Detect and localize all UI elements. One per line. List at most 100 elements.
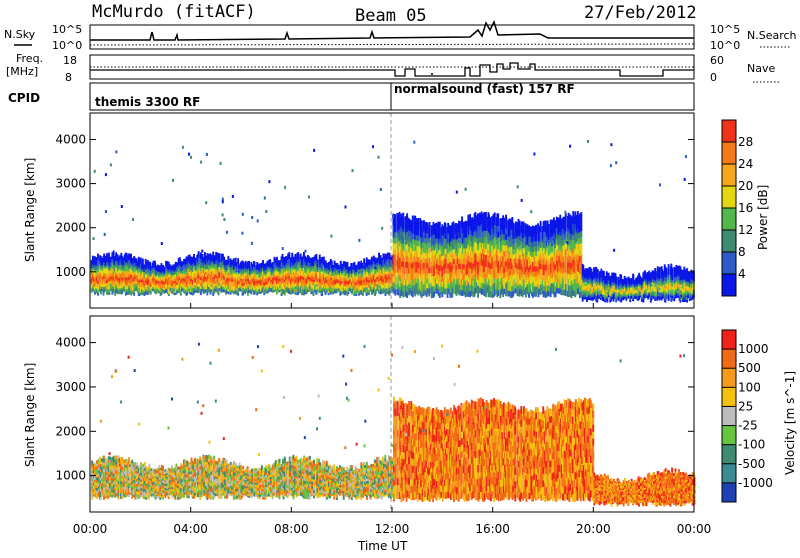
data-cell [154,263,156,266]
data-cell [450,277,452,283]
data-cell [140,258,142,261]
data-cell [447,258,449,264]
data-cell [494,260,496,267]
data-cell [421,243,423,249]
data-cell [447,268,449,274]
data-cell [145,259,147,262]
data-cell [485,266,487,273]
data-cell [447,233,449,239]
data-cell [193,254,195,258]
data-cell [402,267,404,274]
data-cell [490,280,492,287]
data-cell [461,217,463,223]
data-cell [394,283,396,290]
data-cell [421,232,423,238]
data-cell [433,286,435,292]
data-cell [309,258,311,261]
data-cell [421,259,423,265]
data-cell [256,262,258,265]
data-cell [238,264,240,267]
data-cell [459,269,461,275]
data-cell [340,261,342,264]
data-cell [459,253,461,259]
data-cell [421,270,423,276]
data-cell [453,263,455,269]
data-cell [459,227,461,233]
data-cell [477,237,479,244]
data-cell [161,263,163,266]
data-cell [326,263,328,266]
data-cell [490,274,492,281]
data-cell [142,259,144,262]
noise-panel: N.Sky 10^5 10^0 10^5 10^0 N.Search [4,22,797,52]
data-cell [168,262,170,265]
data-cell [459,258,461,264]
data-cell [412,273,414,280]
data-cell [453,268,455,274]
data-cell [426,222,428,228]
data-cell [417,262,419,268]
data-cell [477,255,479,262]
freq-left-tick-top: 18 [63,54,77,67]
data-cell [108,253,110,257]
data-cell [429,232,431,238]
data-cell [227,256,229,259]
data-cell [245,261,247,264]
data-cell [433,239,435,245]
data-cell [394,272,396,279]
data-cell [439,227,441,233]
data-cell [429,273,431,279]
data-cell [394,243,396,250]
data-cell [439,265,441,271]
data-cell [421,275,423,281]
data-cell [439,292,441,298]
data-cell [423,257,425,263]
data-cell [235,258,237,261]
data-cell [450,256,452,262]
data-cell [202,254,204,257]
noise-right-tick-top: 10^5 [710,23,740,36]
data-cell [402,213,404,220]
freq-label-line2: [MHz] [6,65,38,78]
data-cell [485,248,487,255]
data-cell [490,234,492,241]
data-cell [485,260,487,267]
data-cell [145,262,147,265]
data-cell [445,273,447,279]
data-cell [423,283,425,289]
data-cell [429,268,431,274]
data-cell [120,253,122,257]
data-cell [477,225,479,232]
data-cell [222,254,224,258]
data-cell [426,263,428,269]
data-cell [274,257,276,260]
data-cell [402,261,404,268]
data-cell [426,258,428,264]
data-cell [394,289,396,296]
freq-left-tick-bottom: 8 [65,71,72,84]
data-cell [383,253,385,257]
data-cell [494,224,496,231]
data-cell [453,229,455,235]
data-cell [445,228,447,234]
freq-panel: Freq. [MHz] 18 8 60 0 Nave [6,52,780,84]
freq-label-line1: Freq. [16,52,43,65]
data-cell [433,275,435,281]
data-cell [368,260,370,263]
data-cell [423,278,425,284]
data-cell [423,246,425,252]
data-cell [394,266,396,273]
data-cell [490,291,492,298]
data-cell [198,251,200,255]
data-cell [421,264,423,270]
freq-dot [431,73,433,75]
data-cell [485,278,487,285]
data-cell [494,266,496,273]
data-cell [421,286,423,292]
data-cell [450,251,452,257]
data-cell [445,248,447,254]
data-cell [453,273,455,279]
data-cell [376,258,378,261]
